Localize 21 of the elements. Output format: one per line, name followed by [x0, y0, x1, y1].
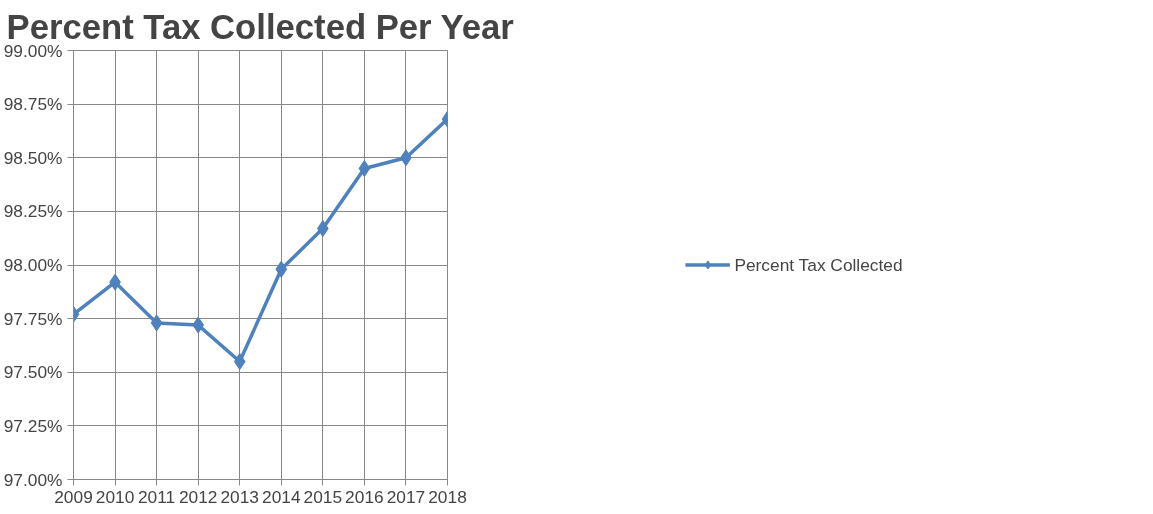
legend-label: Percent Tax Collected: [734, 254, 903, 275]
point: [150, 314, 163, 332]
x-tick-label: 2015: [303, 486, 343, 507]
point: [358, 159, 371, 177]
x-tick-label: 2011: [137, 486, 176, 507]
y-tick-label: 98.25%: [3, 201, 63, 222]
x-tick-label: 2014: [262, 486, 301, 507]
x-tick-label: 2016: [345, 486, 384, 507]
y-tick-label: 97.50%: [3, 362, 63, 383]
x-tick-label: 2017: [386, 486, 426, 507]
y-tick-label: 98.00%: [3, 255, 63, 275]
point: [275, 260, 288, 278]
x-tick-label: 2012: [178, 486, 218, 507]
y-tick-label: 97.75%: [3, 308, 63, 329]
y-tick-label: 97.25%: [3, 415, 63, 436]
y-tick-label: 98.75%: [3, 94, 63, 115]
x-tick-label: 2010: [95, 486, 135, 507]
x-tick-label: 2013: [220, 486, 260, 507]
y-tick-label: 98.50%: [3, 147, 63, 168]
point: [233, 353, 246, 371]
x-tick-label: 2018: [428, 486, 467, 507]
